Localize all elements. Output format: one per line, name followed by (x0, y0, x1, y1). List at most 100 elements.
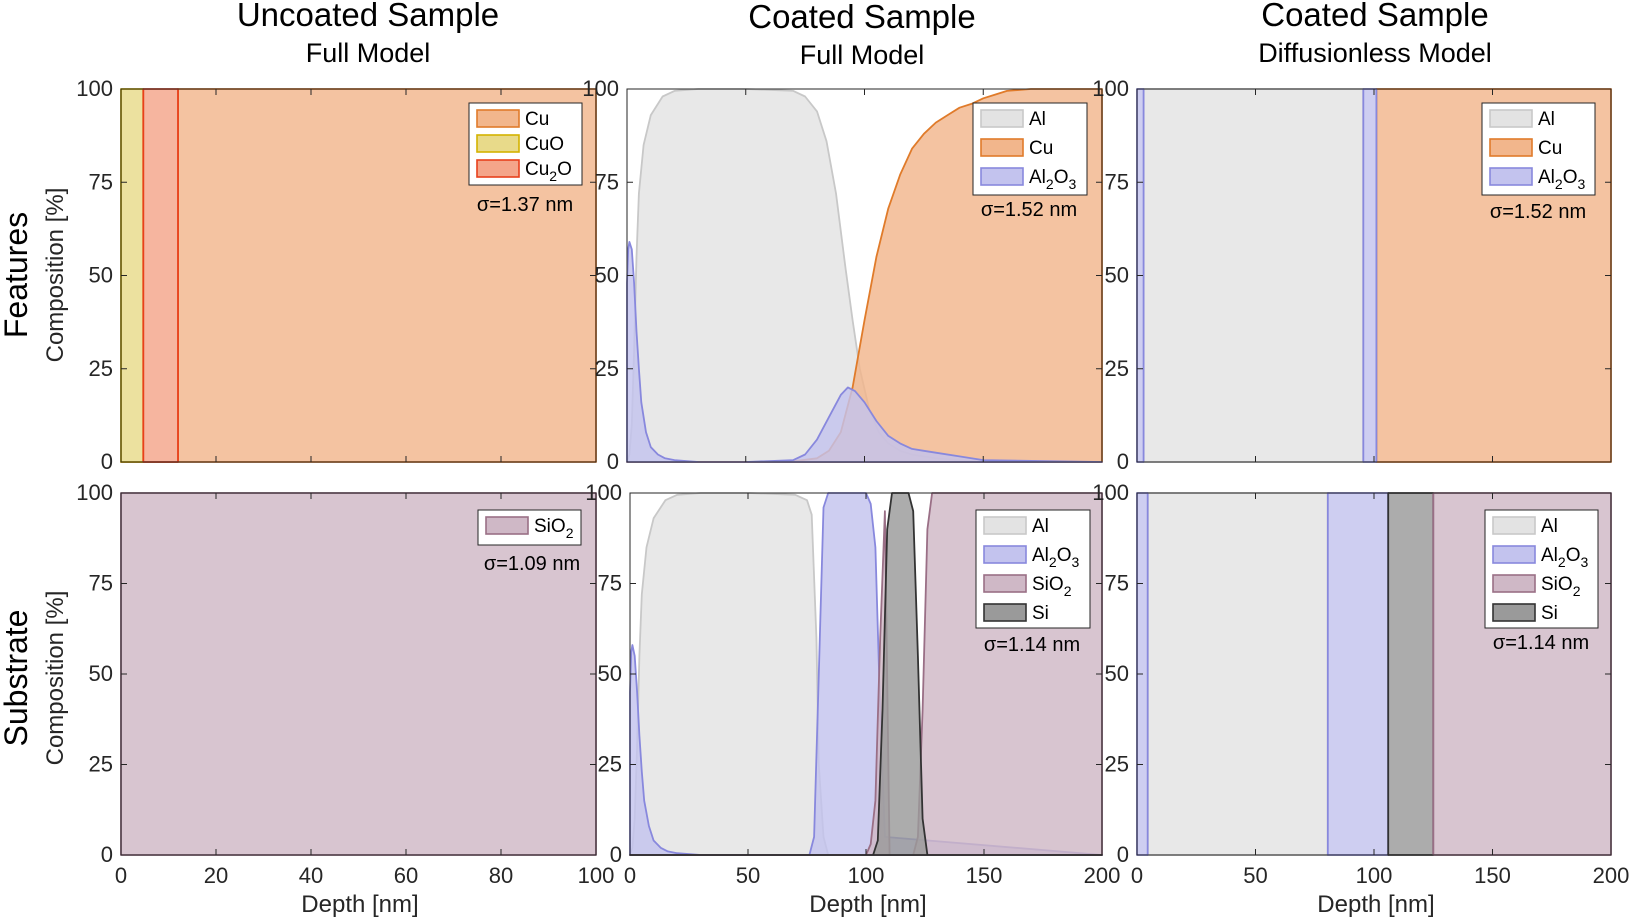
legend-swatch-cuo (476, 134, 520, 153)
legend-label-cu2o: Cu2O (525, 159, 572, 184)
y-tick-label: 0 (101, 449, 113, 474)
legend-label-cu: Cu (525, 109, 549, 130)
legend-swatch-si (1492, 603, 1536, 622)
y-tick-label: 0 (101, 842, 113, 867)
legend-label-si: Si (1032, 603, 1049, 624)
x-axis-label-uncoated: Depth [nm] (301, 891, 418, 918)
x-tick-label: 0 (115, 863, 127, 888)
legend: Cu CuO Cu2O (468, 102, 583, 186)
y-tick-label: 75 (1105, 571, 1129, 596)
y-tick-label: 25 (1105, 752, 1129, 777)
y-tick-label: 100 (1092, 76, 1129, 101)
legend-swatch-al (1492, 516, 1536, 535)
row-title-features: Features (0, 212, 34, 338)
column-subtitle-coated-diffusionless: Diffusionless Model (1258, 38, 1492, 68)
sigma-annotation: σ=1.52 nm (1490, 201, 1586, 223)
legend-label-al: Al (1538, 109, 1555, 130)
legend-label-al: Al (1541, 516, 1558, 537)
sigma-annotation: σ=1.14 nm (1493, 632, 1589, 654)
sigma-annotation: σ=1.14 nm (984, 634, 1080, 656)
y-tick-label: 75 (89, 169, 113, 194)
x-tick-label: 40 (299, 863, 323, 888)
y-tick-label: 75 (1105, 169, 1129, 194)
legend-swatch-al (983, 516, 1027, 535)
legend-swatch-sio2 (1492, 574, 1536, 593)
y-tick-label: 75 (595, 169, 619, 194)
y-tick-label: 50 (89, 661, 113, 686)
y-tick-label: 50 (595, 263, 619, 288)
legend-label-cu: Cu (1029, 138, 1053, 159)
legend-label-al: Al (1029, 109, 1046, 130)
x-tick-label: 100 (578, 863, 615, 888)
legend-swatch-cu (1489, 138, 1533, 157)
legend-label-al: Al (1032, 516, 1049, 537)
column-subtitle-coated-full: Full Model (800, 40, 925, 70)
x-tick-label: 50 (1243, 863, 1267, 888)
y-tick-label: 0 (1117, 449, 1129, 474)
sigma-annotation: σ=1.52 nm (981, 199, 1077, 221)
x-tick-label: 0 (1131, 863, 1143, 888)
column-title-coated-full: Coated Sample (748, 0, 975, 35)
legend-label-si: Si (1541, 603, 1558, 624)
x-axis-label-coated-full: Depth [nm] (809, 891, 926, 918)
sigma-annotation: σ=1.09 nm (484, 553, 580, 575)
area-series-cu2o (142, 88, 179, 463)
y-tick-label: 0 (1117, 842, 1129, 867)
y-tick-label: 100 (585, 480, 622, 505)
legend-swatch-al (1489, 109, 1533, 128)
column-subtitle-uncoated: Full Model (306, 38, 431, 68)
x-tick-label: 60 (394, 863, 418, 888)
sigma-annotation: σ=1.37 nm (477, 194, 573, 216)
area-series-al (1142, 88, 1365, 463)
legend: SiO2 (477, 509, 582, 546)
y-tick-label: 0 (607, 449, 619, 474)
y-axis-label-features: Composition [%] (42, 188, 69, 363)
y-tick-label: 100 (76, 76, 113, 101)
column-title-coated-diffusionless: Coated Sample (1261, 0, 1488, 33)
area-series-al2o3 (1362, 88, 1378, 463)
row-title-substrate: Substrate (0, 610, 34, 747)
y-tick-label: 50 (598, 661, 622, 686)
x-tick-label: 80 (489, 863, 513, 888)
legend-swatch-al (980, 109, 1024, 128)
legend-swatch-cu (980, 138, 1024, 157)
y-tick-label: 25 (1105, 356, 1129, 381)
x-tick-label: 200 (1084, 863, 1121, 888)
legend-swatch-al2o3 (1489, 167, 1533, 186)
legend-swatch-sio2 (485, 516, 529, 535)
legend-swatch-si (983, 603, 1027, 622)
area-series-sio2 (120, 492, 597, 856)
y-axis-label-substrate: Composition [%] (42, 591, 69, 766)
x-tick-label: 150 (1474, 863, 1511, 888)
area-series-al (1146, 492, 1329, 856)
x-tick-label: 0 (624, 863, 636, 888)
legend-swatch-al2o3 (1492, 545, 1536, 564)
x-tick-label: 150 (966, 863, 1003, 888)
area-series-si (1387, 492, 1435, 856)
y-tick-label: 25 (595, 356, 619, 381)
legend-label-cu: Cu (1538, 138, 1562, 159)
legend-label-sio2: SiO2 (1032, 574, 1072, 599)
y-tick-label: 0 (610, 842, 622, 867)
legend-swatch-sio2 (983, 574, 1027, 593)
legend-swatch-cu2o (476, 159, 520, 178)
legend-label-cuo: CuO (525, 134, 564, 155)
y-tick-label: 100 (76, 480, 113, 505)
area-series-al2o3 (1326, 492, 1390, 856)
area-series-al2o3 (626, 240, 1103, 463)
legend-swatch-al2o3 (983, 545, 1027, 564)
y-tick-label: 50 (1105, 661, 1129, 686)
x-tick-label: 100 (1356, 863, 1393, 888)
x-tick-label: 200 (1593, 863, 1630, 888)
x-axis-label-coated-diffusionless: Depth [nm] (1317, 891, 1434, 918)
y-tick-label: 25 (598, 752, 622, 777)
